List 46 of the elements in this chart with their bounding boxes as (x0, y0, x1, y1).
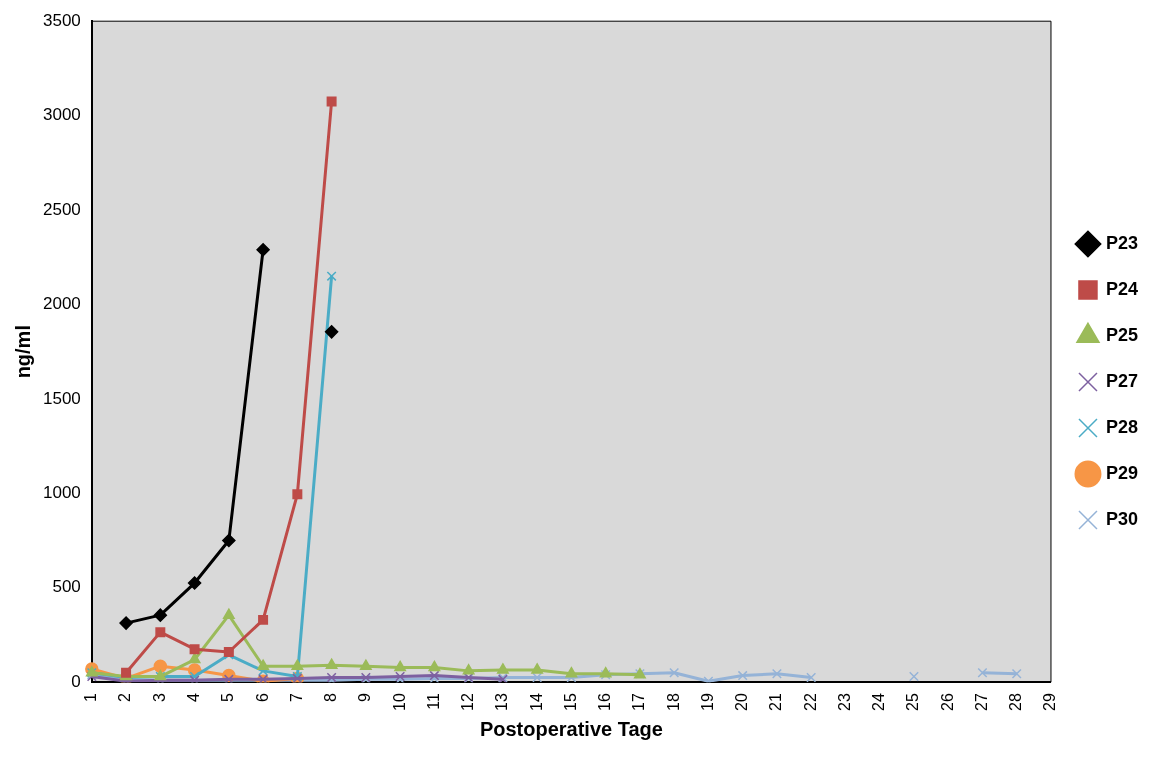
x-tick-label: 2 (116, 693, 134, 703)
x-tick-label: 28 (1007, 693, 1025, 711)
y-tick-label: 500 (52, 577, 81, 597)
x-tick-label: 3 (150, 693, 168, 703)
legend-label: P23 (1105, 232, 1138, 253)
x-tick-label: 1 (82, 693, 100, 703)
y-tick-label: 2500 (42, 199, 81, 219)
y-tick-label: 1500 (42, 388, 81, 408)
x-axis-title: Postoperative Tage (479, 717, 663, 740)
x-tick-label: 15 (561, 693, 579, 711)
x-tick-label: 4 (184, 693, 202, 703)
y-axis-title: ng/ml (11, 325, 34, 379)
x-tick-label: 10 (390, 693, 408, 711)
legend-label: P29 (1105, 462, 1138, 483)
legend-label: P25 (1105, 324, 1138, 345)
x-tick-label: 20 (733, 693, 751, 711)
x-tick-label: 5 (219, 693, 237, 703)
x-tick-label: 11 (424, 693, 442, 710)
x-tick-label: 8 (322, 693, 340, 703)
x-tick-label: 27 (972, 693, 990, 711)
x-tick-label: 23 (835, 693, 853, 711)
x-tick-label: 9 (356, 693, 374, 703)
x-tick-label: 14 (527, 693, 545, 711)
y-tick-label: 3000 (42, 105, 81, 125)
x-tick-label: 21 (767, 693, 785, 711)
y-tick-label: 0 (71, 671, 81, 691)
x-tick-label: 17 (630, 693, 648, 711)
x-tick-label: 22 (801, 693, 819, 711)
x-tick-label: 16 (596, 693, 614, 711)
x-tick-label: 29 (1041, 693, 1059, 711)
x-tick-label: 13 (493, 693, 511, 711)
x-tick-label: 26 (938, 693, 956, 711)
y-tick-label: 1000 (42, 483, 81, 503)
x-tick-label: 19 (698, 693, 716, 711)
x-tick-label: 24 (870, 693, 888, 711)
y-tick-label: 2000 (42, 294, 81, 314)
x-tick-label: 25 (904, 693, 922, 711)
legend-label: P27 (1105, 370, 1138, 391)
x-tick-label: 18 (664, 693, 682, 711)
y-tick-label: 3500 (42, 10, 81, 30)
x-tick-label: 6 (253, 693, 271, 703)
x-tick-label: 12 (459, 693, 477, 711)
legend-label: P28 (1105, 416, 1138, 437)
legend-label: P24 (1105, 278, 1138, 299)
x-tick-label: 7 (287, 693, 305, 703)
legend-label: P30 (1105, 508, 1138, 529)
